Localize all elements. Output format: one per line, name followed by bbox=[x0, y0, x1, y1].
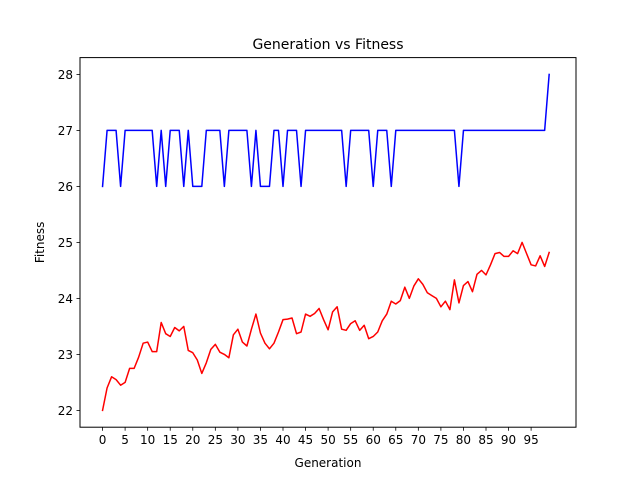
y-tick-label: 27 bbox=[58, 124, 73, 138]
y-tick-label: 24 bbox=[58, 292, 73, 306]
y-tick-label: 28 bbox=[58, 68, 73, 82]
plot-area bbox=[101, 73, 551, 412]
x-tick-label: 80 bbox=[456, 433, 471, 447]
y-tick-label: 26 bbox=[58, 180, 73, 194]
axis-ticks: 0 5 10 15 20 25 30 35 40 45 50 55 60 65 70 75 80 85 90 95 22… bbox=[58, 68, 539, 447]
x-tick-label: 30 bbox=[230, 433, 245, 447]
x-tick-label: 60 bbox=[366, 433, 381, 447]
x-tick-label: 55 bbox=[343, 433, 358, 447]
x-tick-label: 20 bbox=[185, 433, 200, 447]
series-line-2 bbox=[101, 241, 551, 412]
x-tick-label: 35 bbox=[253, 433, 268, 447]
series-line-1 bbox=[101, 73, 550, 188]
x-tick-label: 45 bbox=[298, 433, 313, 447]
x-tick-label: 40 bbox=[275, 433, 290, 447]
y-tick-label: 23 bbox=[58, 348, 73, 362]
x-tick-label: 75 bbox=[433, 433, 448, 447]
x-tick-label: 15 bbox=[163, 433, 178, 447]
x-tick-label: 90 bbox=[501, 433, 516, 447]
chart-title: Generation vs Fitness bbox=[252, 37, 403, 53]
y-tick-label: 22 bbox=[58, 404, 73, 418]
x-tick-label: 25 bbox=[208, 433, 223, 447]
x-axis-label: Generation bbox=[295, 456, 362, 470]
x-tick-label: 65 bbox=[388, 433, 403, 447]
plot-frame bbox=[79, 57, 577, 428]
y-axis-label: Fitness bbox=[33, 222, 47, 264]
x-tick-label: 95 bbox=[523, 433, 538, 447]
x-tick-label: 70 bbox=[411, 433, 426, 447]
x-tick-label: 0 bbox=[99, 433, 107, 447]
y-tick-label: 25 bbox=[58, 236, 73, 250]
x-tick-label: 10 bbox=[140, 433, 155, 447]
x-tick-label: 5 bbox=[121, 433, 129, 447]
x-tick-label: 50 bbox=[320, 433, 335, 447]
x-tick-label: 85 bbox=[478, 433, 493, 447]
